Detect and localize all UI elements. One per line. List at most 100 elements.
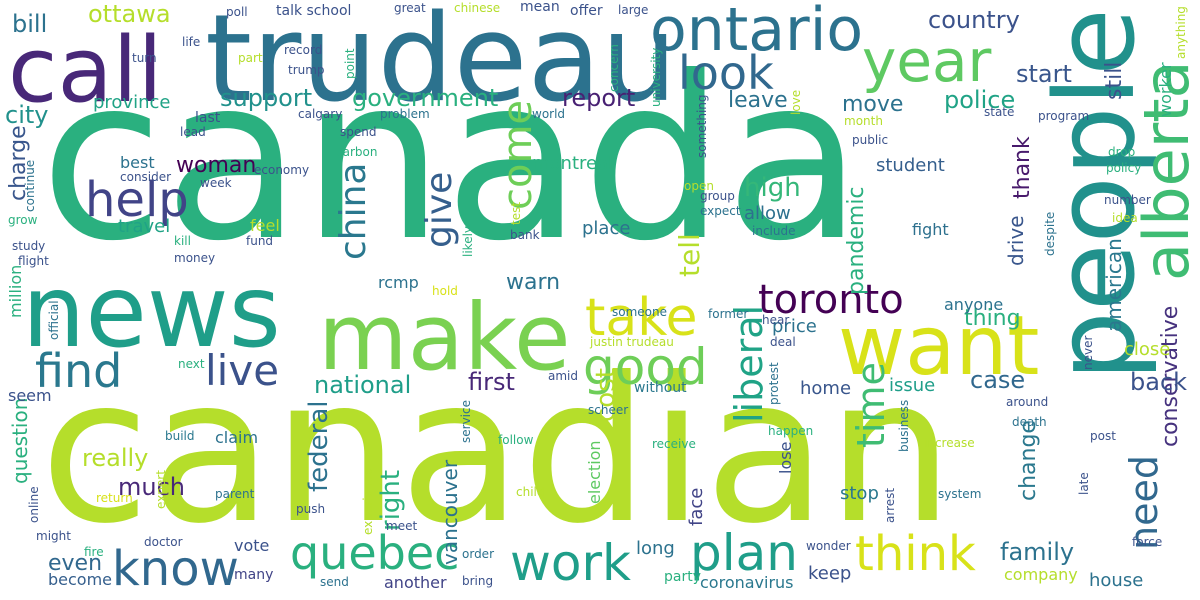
word-city: city bbox=[5, 101, 49, 129]
word-protest: protest bbox=[767, 362, 781, 405]
word-amid: amid bbox=[548, 369, 578, 383]
word-next: next bbox=[178, 357, 205, 371]
word-late: late bbox=[1077, 472, 1091, 495]
word-become: become bbox=[48, 570, 113, 589]
word-economy: economy bbox=[254, 163, 310, 177]
word-many: many bbox=[234, 567, 274, 583]
word-face: face bbox=[686, 487, 707, 526]
word-death: death bbox=[1012, 415, 1047, 429]
word-plan: plan bbox=[690, 524, 798, 582]
word-report: report bbox=[562, 84, 636, 112]
word-question: question bbox=[8, 397, 32, 484]
word-study: study bbox=[12, 239, 46, 253]
word-great: great bbox=[394, 1, 426, 15]
word-live: live bbox=[205, 346, 280, 395]
word-former: former bbox=[708, 307, 749, 321]
word-someone: someone bbox=[612, 305, 667, 319]
word-vancouver: vancouver bbox=[438, 459, 462, 565]
word-service: service bbox=[459, 400, 473, 443]
word-good: good bbox=[583, 338, 708, 396]
word-country: country bbox=[928, 6, 1020, 34]
word-world: world bbox=[532, 107, 566, 121]
word-support: support bbox=[220, 84, 313, 112]
word-justin-trudeau: justin trudeau bbox=[590, 335, 674, 349]
word-million: million bbox=[6, 264, 25, 318]
word-case: case bbox=[970, 366, 1026, 394]
word-another: another bbox=[384, 573, 447, 592]
word-spend: spend bbox=[340, 125, 377, 139]
word-look: look bbox=[678, 46, 774, 100]
word-consider: consider bbox=[120, 170, 172, 184]
word-call: call bbox=[8, 18, 163, 123]
word-doctor: doctor bbox=[144, 535, 183, 549]
word-canada: canada bbox=[40, 29, 863, 291]
word-change: change bbox=[1016, 420, 1041, 501]
word-home: home bbox=[800, 378, 852, 399]
word-receive: receive bbox=[652, 437, 696, 451]
word-drop: drop bbox=[1108, 145, 1136, 159]
word-work: work bbox=[510, 534, 631, 592]
word-flight: flight bbox=[18, 254, 49, 268]
word-claim: claim bbox=[215, 428, 259, 447]
word-around: around bbox=[1006, 395, 1049, 409]
word-province: province bbox=[93, 92, 171, 113]
word-increase: increase bbox=[924, 436, 975, 450]
word-bank: bank bbox=[510, 228, 540, 242]
word-year: year bbox=[862, 27, 992, 95]
word-china: china bbox=[333, 162, 374, 261]
word-point: point bbox=[343, 48, 357, 79]
word-likely: likely bbox=[461, 225, 475, 257]
word-business: business bbox=[897, 399, 911, 452]
word-hold: hold bbox=[432, 284, 458, 298]
word-coronavirus: coronavirus bbox=[700, 573, 794, 592]
word-still: still bbox=[1102, 61, 1127, 100]
word-leave: leave bbox=[728, 88, 788, 113]
word-money: money bbox=[174, 251, 216, 265]
word-move: move bbox=[842, 92, 904, 117]
word-state: state bbox=[984, 105, 1015, 119]
word-last: last bbox=[195, 110, 221, 126]
word-parent: parent bbox=[215, 487, 255, 501]
word-week: week bbox=[200, 176, 232, 190]
word-know: know bbox=[112, 541, 239, 597]
word-feel: feel bbox=[250, 216, 280, 235]
word-want: want bbox=[838, 299, 1040, 394]
word-chinese: chinese bbox=[454, 1, 501, 15]
word-make: make bbox=[318, 284, 571, 391]
word-public: public bbox=[852, 133, 889, 147]
word-news: news bbox=[22, 253, 281, 370]
word-stop: stop bbox=[840, 483, 879, 504]
word-long: long bbox=[636, 538, 675, 559]
word-canadian: canadian bbox=[40, 335, 954, 568]
word-high: high bbox=[744, 173, 801, 203]
word-fire: fire bbox=[84, 545, 104, 559]
word-experience: experience bbox=[361, 468, 375, 535]
word-poll: poll bbox=[226, 5, 248, 19]
word-official: official bbox=[47, 300, 61, 340]
word-take: take bbox=[585, 288, 698, 348]
word-montreal: montreal bbox=[532, 153, 614, 174]
word-online: online bbox=[27, 486, 41, 523]
word-scheer: scheer bbox=[588, 403, 629, 417]
word-lead: lead bbox=[180, 125, 206, 139]
word-concern: concern bbox=[607, 44, 621, 92]
word-fund: fund bbox=[246, 234, 274, 248]
word-anyone: anyone bbox=[944, 295, 1004, 314]
word-party: party bbox=[664, 569, 701, 585]
word-life: life bbox=[182, 35, 201, 49]
word-order: order bbox=[462, 547, 494, 561]
word-time: time bbox=[849, 362, 893, 448]
word-never: never bbox=[1081, 335, 1095, 370]
word-despite: despite bbox=[1043, 211, 1057, 256]
word-idea: idea bbox=[1112, 211, 1138, 225]
word-ottawa: ottawa bbox=[88, 0, 171, 28]
word-woman: woman bbox=[176, 153, 257, 178]
word-deal: deal bbox=[770, 335, 796, 349]
word-back: back bbox=[1130, 368, 1188, 396]
word-close: close bbox=[1124, 339, 1171, 360]
word-best: best bbox=[120, 153, 155, 172]
word-hear: hear bbox=[762, 313, 790, 327]
word-arrest: arrest bbox=[883, 487, 897, 523]
word-number: number bbox=[1104, 193, 1151, 207]
